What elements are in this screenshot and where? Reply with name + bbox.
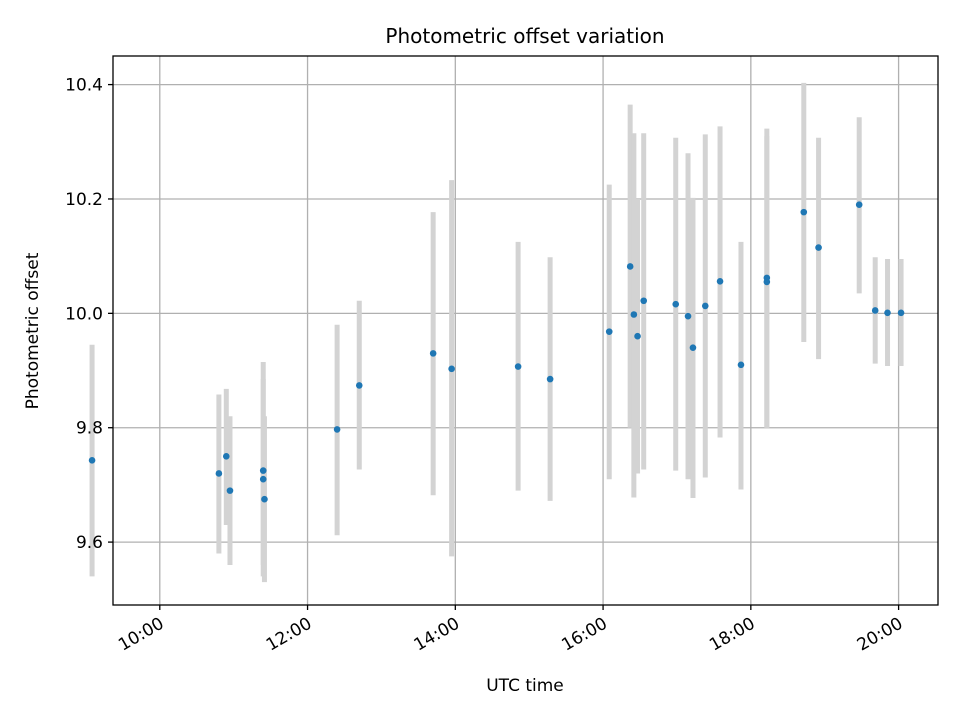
- x-axis-label: UTC time: [486, 676, 564, 696]
- data-point: [737, 361, 745, 369]
- data-point: [514, 363, 522, 370]
- data-point: [855, 201, 863, 208]
- data-point: [640, 297, 648, 305]
- data-point: [815, 244, 822, 251]
- data-point: [448, 365, 455, 373]
- data-point: [689, 344, 697, 351]
- data-point: [333, 426, 341, 433]
- data-point: [701, 302, 709, 310]
- data-point: [222, 453, 230, 460]
- data-point: [630, 311, 638, 318]
- chart-title: Photometric offset variation: [385, 24, 664, 48]
- x-tick-label: 12:00: [263, 614, 315, 656]
- y-tick-label: 10.2: [65, 190, 103, 210]
- data-point: [259, 475, 267, 483]
- data-layer: [88, 82, 905, 583]
- data-point: [215, 470, 223, 477]
- y-tick-label: 10.0: [65, 304, 103, 324]
- data-point: [546, 375, 554, 383]
- data-point: [634, 332, 641, 340]
- x-tick-label: 10:00: [115, 614, 167, 656]
- grid-layer: [113, 56, 938, 605]
- y-tick-label: 9.6: [76, 533, 103, 553]
- axis-layer: 10:00 12:00 14:00 16:00 18:00 20:00 9.6 9.8 10.0…: [65, 76, 906, 656]
- x-tick-label: 18:00: [706, 614, 758, 656]
- data-point: [684, 312, 692, 320]
- x-tick-label: 16:00: [558, 614, 610, 656]
- data-point: [800, 208, 808, 216]
- data-point: [626, 263, 634, 270]
- data-point: [88, 457, 96, 464]
- data-point: [226, 487, 234, 494]
- data-point: [429, 350, 437, 357]
- x-tick-label: 14:00: [411, 614, 463, 656]
- y-tick-label: 9.8: [76, 419, 103, 439]
- y-axis-label: Photometric offset: [23, 252, 43, 409]
- data-point: [884, 309, 891, 317]
- data-point: [605, 328, 613, 335]
- data-point: [672, 300, 680, 308]
- data-point: [897, 309, 905, 317]
- data-point: [716, 278, 724, 285]
- x-tick-label: 20:00: [854, 614, 906, 656]
- plot-frame: [112, 55, 939, 606]
- data-point: [871, 307, 879, 314]
- data-point: [259, 467, 267, 474]
- data-point: [261, 495, 268, 503]
- data-point: [355, 382, 363, 389]
- data-point: [763, 278, 771, 286]
- y-tick-label: 10.4: [65, 76, 103, 96]
